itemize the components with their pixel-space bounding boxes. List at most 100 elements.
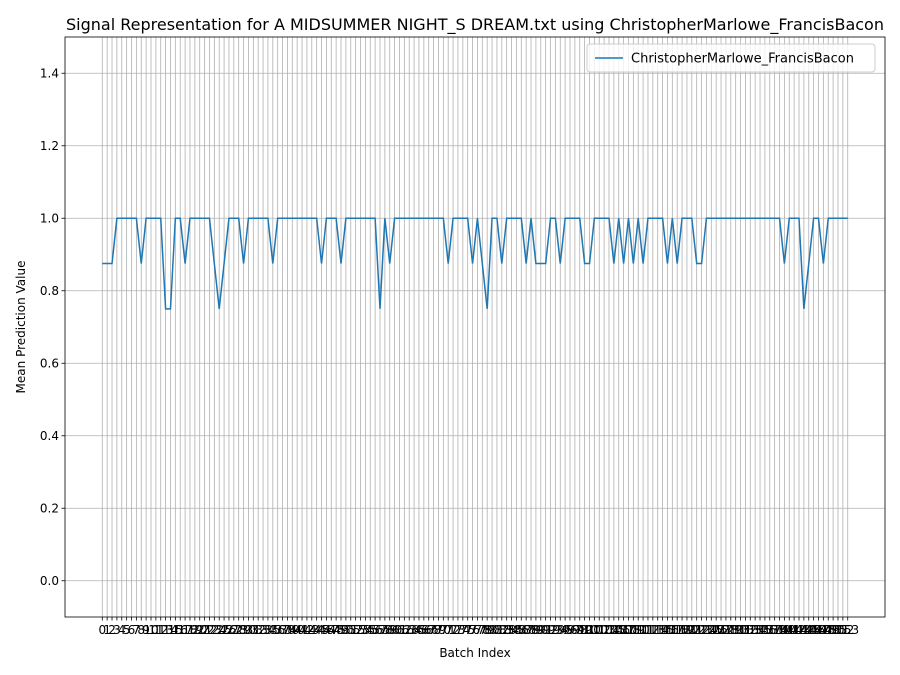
x-tick-label: 58 — [377, 623, 392, 637]
x-tick-label: 33 — [255, 623, 270, 637]
x-tick-label: 14 — [163, 623, 178, 637]
x-tick-label: 83 — [499, 623, 514, 637]
x-tick-label: 12 — [153, 623, 168, 637]
legend-label: ChristopherMarlowe_FrancisBacon — [631, 52, 854, 67]
x-tick-label: 75 — [460, 623, 475, 637]
x-tick-label: 112 — [637, 623, 660, 637]
x-tick-label: 89 — [528, 623, 543, 637]
x-tick-label: 122 — [685, 623, 708, 637]
x-tick-label: 148 — [812, 623, 835, 637]
x-tick-label: 145 — [797, 623, 820, 637]
x-tick-label: 132 — [734, 623, 757, 637]
y-tick-label: 1.0 — [40, 211, 59, 225]
x-tick-label: 63 — [402, 623, 417, 637]
x-tick-label: 48 — [329, 623, 344, 637]
x-tick-label: 136 — [753, 623, 776, 637]
x-tick-label: 151 — [827, 623, 850, 637]
x-tick-label: 10 — [143, 623, 158, 637]
x-tick-label: 116 — [656, 623, 679, 637]
x-tick-label: 107 — [612, 623, 635, 637]
x-tick-label: 81 — [489, 623, 504, 637]
y-tick-label: 0.4 — [40, 429, 59, 443]
x-tick-label: 138 — [763, 623, 786, 637]
x-tick-label: 31 — [246, 623, 261, 637]
x-tick-label: 135 — [749, 623, 772, 637]
x-tick-label: 105 — [602, 623, 625, 637]
x-tick-label: 80 — [484, 623, 499, 637]
x-tick-label: 101 — [583, 623, 606, 637]
x-tick-label: 110 — [627, 623, 650, 637]
x-tick-label: 124 — [695, 623, 718, 637]
x-tick-label: 144 — [792, 623, 815, 637]
x-tick-label: 29 — [236, 623, 251, 637]
x-tick-label: 3 — [113, 623, 121, 637]
x-tick-label: 61 — [392, 623, 407, 637]
x-tick-label: 142 — [783, 623, 806, 637]
x-tick-label: 140 — [773, 623, 796, 637]
x-tick-label: 55 — [363, 623, 378, 637]
x-tick-label: 119 — [671, 623, 694, 637]
x-tick-label: 118 — [666, 623, 689, 637]
x-tick-label: 45 — [314, 623, 329, 637]
x-tick-label: 141 — [778, 623, 801, 637]
x-tick-label: 93 — [548, 623, 563, 637]
x-tick-label: 9 — [142, 623, 150, 637]
x-tick-label: 114 — [646, 623, 669, 637]
x-tick-label: 35 — [265, 623, 280, 637]
x-tick-label: 128 — [714, 623, 737, 637]
x-tick-label: 131 — [729, 623, 752, 637]
x-tick-label: 50 — [338, 623, 353, 637]
x-axis-label: Batch Index — [439, 646, 510, 660]
x-tick-label: 7 — [133, 623, 141, 637]
x-tick-label: 84 — [504, 623, 519, 637]
x-tick-label: 20 — [192, 623, 207, 637]
x-tick-label: 104 — [598, 623, 621, 637]
x-tick-label: 32 — [251, 623, 266, 637]
x-tick-label: 64 — [406, 623, 421, 637]
x-tick-label: 21 — [197, 623, 212, 637]
chart-title: Signal Representation for A MIDSUMMER NI… — [66, 15, 884, 35]
x-tick-label: 91 — [538, 623, 553, 637]
x-tick-label: 92 — [543, 623, 558, 637]
x-tick-label: 69 — [431, 623, 446, 637]
x-tick-label: 100 — [578, 623, 601, 637]
x-tick-label: 43 — [304, 623, 319, 637]
x-tick-label: 25 — [216, 623, 231, 637]
x-tick-label: 79 — [480, 623, 495, 637]
x-tick-label: 82 — [494, 623, 509, 637]
plot-frame — [64, 36, 886, 618]
x-tick-label: 117 — [661, 623, 684, 637]
y-tick-label: 0.8 — [40, 284, 59, 298]
x-tick-label: 59 — [382, 623, 397, 637]
y-tick-label: 0.6 — [40, 356, 59, 370]
legend-box — [586, 43, 876, 73]
x-tick-label: 22 — [202, 623, 217, 637]
x-tick-label: 53 — [353, 623, 368, 637]
x-tick-label: 24 — [212, 623, 227, 637]
x-tick-label: 34 — [260, 623, 275, 637]
x-tick-label: 120 — [675, 623, 698, 637]
x-tick-label: 85 — [509, 623, 524, 637]
x-tick-label: 2 — [108, 623, 116, 637]
x-tick-label: 1 — [103, 623, 111, 637]
x-tick-label: 108 — [617, 623, 640, 637]
x-tick-label: 146 — [802, 623, 825, 637]
y-tick-label: 0.0 — [40, 574, 59, 588]
x-tick-label: 115 — [651, 623, 674, 637]
x-tick-label: 40 — [290, 623, 305, 637]
x-tick-label: 73 — [450, 623, 465, 637]
x-tick-label: 71 — [441, 623, 456, 637]
x-tick-label: 152 — [831, 623, 854, 637]
x-tick-label: 60 — [387, 623, 402, 637]
x-tick-label: 125 — [700, 623, 723, 637]
x-tick-label: 11 — [148, 623, 163, 637]
y-axis-label: Mean Prediction Value — [14, 261, 28, 394]
x-tick-label: 126 — [705, 623, 728, 637]
x-tick-label: 56 — [367, 623, 382, 637]
x-tick-label: 17 — [177, 623, 192, 637]
x-tick-label: 28 — [231, 623, 246, 637]
x-tick-label: 41 — [294, 623, 309, 637]
x-tick-label: 8 — [137, 623, 145, 637]
y-tick-label: 1.4 — [40, 66, 59, 80]
y-tick-label: 1.2 — [40, 139, 59, 153]
